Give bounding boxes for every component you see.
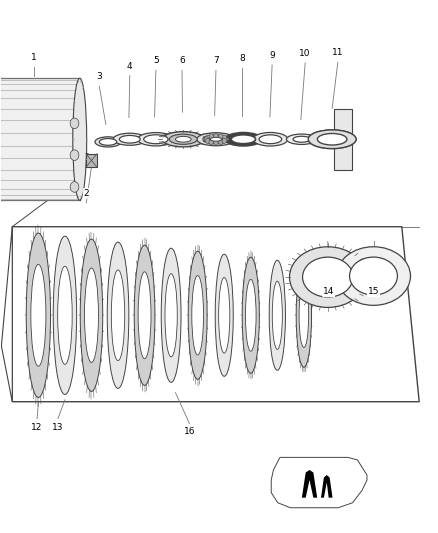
Ellipse shape bbox=[296, 263, 311, 367]
Bar bbox=[0, 78, 80, 200]
Text: 2: 2 bbox=[84, 189, 89, 198]
Ellipse shape bbox=[318, 133, 347, 145]
Polygon shape bbox=[321, 475, 332, 498]
Circle shape bbox=[223, 136, 228, 142]
Ellipse shape bbox=[31, 264, 46, 366]
Ellipse shape bbox=[176, 136, 191, 142]
Circle shape bbox=[204, 136, 208, 142]
Text: 9: 9 bbox=[269, 51, 275, 60]
Ellipse shape bbox=[80, 239, 103, 391]
Ellipse shape bbox=[231, 135, 255, 144]
Ellipse shape bbox=[58, 266, 72, 365]
Text: 11: 11 bbox=[332, 49, 343, 58]
Text: 8: 8 bbox=[239, 54, 245, 62]
Ellipse shape bbox=[73, 78, 87, 200]
Ellipse shape bbox=[165, 273, 177, 357]
Circle shape bbox=[222, 135, 226, 140]
Ellipse shape bbox=[215, 254, 233, 376]
Ellipse shape bbox=[144, 135, 168, 144]
Circle shape bbox=[219, 134, 223, 139]
Ellipse shape bbox=[318, 133, 347, 145]
Ellipse shape bbox=[26, 233, 50, 398]
Ellipse shape bbox=[188, 251, 207, 379]
Ellipse shape bbox=[170, 134, 197, 144]
Ellipse shape bbox=[161, 248, 181, 382]
Text: 1: 1 bbox=[31, 53, 37, 62]
Circle shape bbox=[70, 118, 79, 128]
Ellipse shape bbox=[119, 135, 140, 143]
Circle shape bbox=[209, 134, 213, 139]
Ellipse shape bbox=[290, 247, 366, 308]
Circle shape bbox=[205, 135, 210, 140]
Ellipse shape bbox=[197, 133, 235, 146]
Text: 14: 14 bbox=[323, 287, 334, 296]
Ellipse shape bbox=[84, 154, 91, 167]
Ellipse shape bbox=[138, 133, 174, 146]
Ellipse shape bbox=[192, 276, 204, 355]
Circle shape bbox=[214, 133, 218, 139]
Ellipse shape bbox=[272, 281, 283, 349]
Circle shape bbox=[70, 182, 79, 192]
Ellipse shape bbox=[113, 133, 146, 146]
Bar bbox=[86, 154, 97, 167]
Circle shape bbox=[70, 150, 79, 160]
Ellipse shape bbox=[138, 272, 151, 359]
Ellipse shape bbox=[245, 279, 256, 351]
Text: 15: 15 bbox=[368, 287, 379, 296]
Polygon shape bbox=[271, 457, 367, 508]
Ellipse shape bbox=[53, 236, 77, 394]
Ellipse shape bbox=[210, 138, 222, 141]
Ellipse shape bbox=[203, 135, 229, 144]
Text: 12: 12 bbox=[32, 423, 43, 432]
Polygon shape bbox=[1, 227, 12, 402]
Ellipse shape bbox=[95, 137, 121, 147]
Ellipse shape bbox=[293, 136, 311, 142]
Ellipse shape bbox=[299, 283, 309, 348]
Text: 4: 4 bbox=[127, 62, 133, 70]
Text: 10: 10 bbox=[300, 49, 311, 58]
Ellipse shape bbox=[0, 78, 4, 200]
Text: 7: 7 bbox=[213, 56, 219, 65]
Text: 5: 5 bbox=[153, 56, 159, 65]
Ellipse shape bbox=[85, 268, 99, 362]
Circle shape bbox=[205, 138, 210, 143]
Circle shape bbox=[209, 140, 213, 145]
Ellipse shape bbox=[225, 133, 261, 146]
Ellipse shape bbox=[308, 130, 356, 149]
Ellipse shape bbox=[219, 278, 230, 353]
Ellipse shape bbox=[350, 257, 397, 295]
Text: 3: 3 bbox=[96, 72, 102, 81]
Ellipse shape bbox=[269, 260, 286, 370]
Ellipse shape bbox=[303, 257, 353, 297]
Ellipse shape bbox=[134, 245, 155, 385]
Bar bbox=[334, 109, 352, 170]
Circle shape bbox=[222, 138, 226, 143]
Ellipse shape bbox=[107, 242, 129, 389]
Circle shape bbox=[214, 140, 218, 145]
Text: 6: 6 bbox=[179, 56, 185, 65]
Ellipse shape bbox=[111, 270, 125, 361]
Ellipse shape bbox=[336, 247, 410, 305]
Text: 13: 13 bbox=[52, 423, 64, 432]
Text: 16: 16 bbox=[184, 427, 195, 437]
Polygon shape bbox=[302, 470, 317, 498]
Ellipse shape bbox=[253, 133, 288, 146]
Ellipse shape bbox=[286, 134, 317, 144]
Ellipse shape bbox=[308, 130, 356, 149]
Circle shape bbox=[219, 140, 223, 145]
Ellipse shape bbox=[99, 139, 117, 146]
Ellipse shape bbox=[259, 135, 282, 144]
Polygon shape bbox=[12, 227, 419, 402]
Ellipse shape bbox=[242, 257, 259, 373]
Ellipse shape bbox=[162, 132, 204, 147]
